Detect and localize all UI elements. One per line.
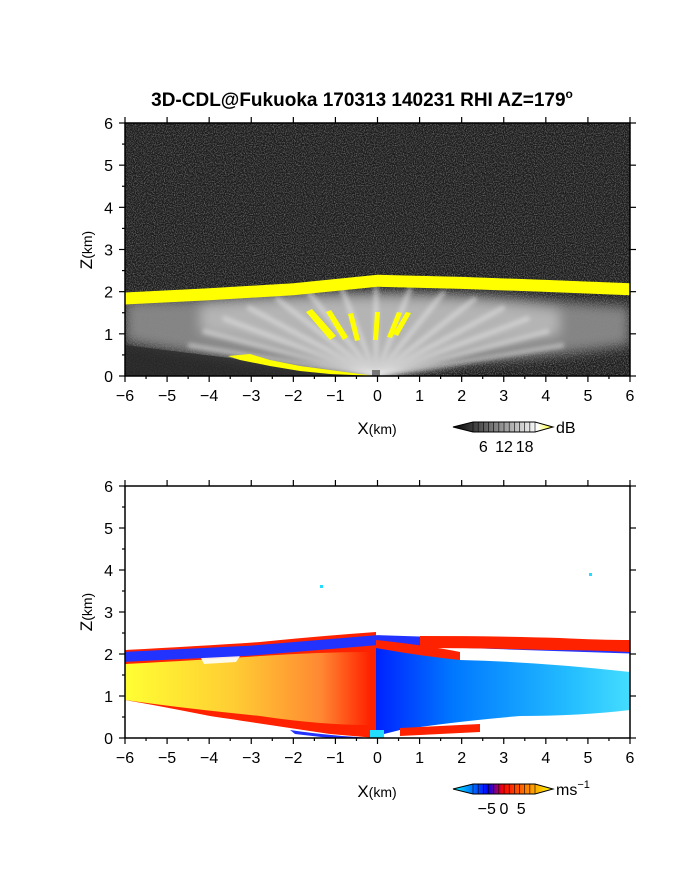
x-tick-label: −1 bbox=[326, 388, 344, 405]
y-tick-label: 3 bbox=[104, 605, 113, 622]
x-tick-label: 0 bbox=[373, 750, 382, 767]
x-tick-label: −6 bbox=[116, 750, 134, 767]
colorbar-tick-label: 18 bbox=[516, 439, 534, 456]
x-tick-label: 6 bbox=[626, 750, 635, 767]
intensity-ray bbox=[246, 304, 378, 376]
intensity-ray bbox=[274, 296, 378, 376]
x-tick-label: −1 bbox=[326, 750, 344, 767]
x-tick-label: −4 bbox=[200, 388, 218, 405]
intensity-colorbar-unit: dB bbox=[556, 420, 576, 437]
x-tick-label: 2 bbox=[457, 388, 466, 405]
y-tick-label: 1 bbox=[104, 689, 113, 706]
intensity-ray bbox=[374, 296, 478, 376]
radar-origin-mark bbox=[372, 370, 380, 376]
intensity-colorbar: dB 6 12 18 bbox=[452, 420, 576, 456]
x-tick-label: −3 bbox=[242, 750, 260, 767]
velocity-colorbar: ms−1 −5 0 5 bbox=[452, 779, 590, 818]
x-tick-label: 3 bbox=[499, 388, 508, 405]
velocity-ylabel: Z(km) bbox=[77, 593, 96, 631]
velocity-axes: −6 −5 −4 −3 −2 −1 0 1 2 3 4 5 6 0 1 2 3 4 5 6 bbox=[104, 479, 636, 767]
x-tick-label: −6 bbox=[116, 388, 134, 405]
y-tick-label: 5 bbox=[104, 158, 113, 175]
figure-title: 3D-CDL@Fukuoka 170313 140231 RHI AZ=179o bbox=[151, 87, 573, 111]
velocity-colorbar-unit: ms−1 bbox=[556, 779, 590, 799]
colorbar-tick-label: −5 bbox=[478, 801, 496, 818]
y-tick-label: 2 bbox=[104, 647, 113, 664]
y-tick-label: 0 bbox=[104, 369, 113, 386]
y-tick-label: 6 bbox=[104, 479, 113, 496]
colorbar-tick-label: 5 bbox=[517, 801, 526, 818]
surface-echo-band bbox=[228, 354, 376, 376]
x-tick-label: −5 bbox=[158, 750, 176, 767]
y-tick-label: 4 bbox=[104, 563, 113, 580]
intensity-xlabel: X(km) bbox=[357, 419, 396, 438]
y-tick-label: 5 bbox=[104, 521, 113, 538]
velocity-xlabel: X(km) bbox=[357, 782, 396, 801]
intensity-ray bbox=[187, 342, 377, 376]
near-field-echo bbox=[306, 309, 411, 341]
intensity-axes: −6 −5 −4 −3 −2 −1 0 1 2 3 4 5 6 0 1 2 3 4 5 6 bbox=[104, 116, 636, 405]
colorbar-tick-label: 6 bbox=[479, 439, 488, 456]
x-tick-label: −5 bbox=[158, 388, 176, 405]
intensity-ylabel: Z(km) bbox=[77, 231, 96, 269]
x-tick-label: 5 bbox=[583, 750, 592, 767]
x-tick-label: 5 bbox=[583, 388, 592, 405]
x-tick-label: −2 bbox=[284, 750, 302, 767]
title-degree: o bbox=[566, 87, 573, 101]
velocity-heatmap bbox=[125, 486, 630, 738]
y-tick-label: 2 bbox=[104, 285, 113, 302]
intensity-ray bbox=[375, 328, 550, 376]
x-tick-label: 4 bbox=[541, 388, 550, 405]
x-tick-label: 1 bbox=[415, 750, 424, 767]
intensity-ray bbox=[375, 315, 531, 376]
x-tick-label: −4 bbox=[200, 750, 218, 767]
x-tick-label: 0 bbox=[373, 388, 382, 405]
intensity-ray bbox=[375, 342, 565, 376]
x-tick-label: 4 bbox=[541, 750, 550, 767]
x-tick-label: −2 bbox=[284, 388, 302, 405]
intensity-ray bbox=[338, 286, 379, 376]
x-tick-label: 2 bbox=[457, 750, 466, 767]
y-tick-label: 3 bbox=[104, 243, 113, 260]
boundary-layer-top-band bbox=[125, 274, 630, 305]
x-tick-label: 1 bbox=[415, 388, 424, 405]
intensity-heatmap bbox=[125, 123, 630, 376]
intensity-ray bbox=[374, 304, 506, 376]
intensity-ray bbox=[221, 315, 377, 376]
y-tick-label: 4 bbox=[104, 200, 113, 217]
colorbar-tick-label: 12 bbox=[495, 439, 513, 456]
y-tick-label: 0 bbox=[104, 731, 113, 748]
velocity-panel: −6 −5 −4 −3 −2 −1 0 1 2 3 4 5 6 0 1 2 3 4 5 6 X(km) Z(km) m… bbox=[77, 479, 636, 818]
intensity-ray bbox=[374, 289, 447, 376]
y-tick-label: 1 bbox=[104, 327, 113, 344]
x-tick-label: 3 bbox=[499, 750, 508, 767]
y-tick-label: 6 bbox=[104, 116, 113, 133]
x-tick-label: 6 bbox=[626, 388, 635, 405]
x-tick-label: −3 bbox=[242, 388, 260, 405]
colorbar-tick-label: 0 bbox=[500, 801, 509, 818]
intensity-ray bbox=[202, 328, 377, 376]
